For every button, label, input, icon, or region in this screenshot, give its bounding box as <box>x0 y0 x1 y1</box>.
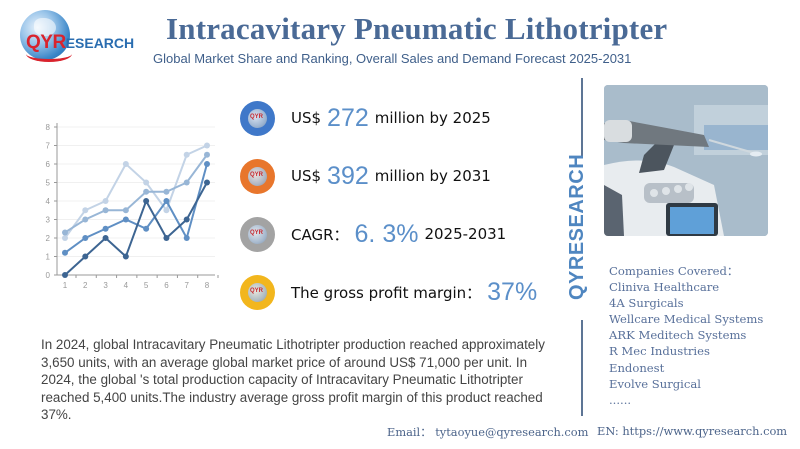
series-2-point <box>122 207 129 214</box>
series-1-point <box>122 161 129 167</box>
metric-market-size-2031: US$ 392 million by 2031 <box>240 158 491 194</box>
metric-value: 392 <box>327 161 369 190</box>
x-tick-label: 5 <box>144 281 149 290</box>
y-tick-label: 1 <box>46 253 51 262</box>
series-3-point <box>102 225 109 232</box>
y-tick-label: 6 <box>46 160 51 169</box>
x-tick-label: 7 <box>184 281 189 290</box>
company-item: R Mec Industries <box>609 344 710 359</box>
series-1-point <box>82 207 89 214</box>
series-line-3 <box>64 163 208 254</box>
metric-market-size-2025: US$ 272 million by 2025 <box>240 100 491 136</box>
series-3-point <box>82 235 89 241</box>
series-3-point <box>62 249 68 256</box>
y-tick-label: 0 <box>46 271 51 280</box>
metric-prefix: CAGR： <box>291 225 349 244</box>
metric-value: 272 <box>327 103 369 132</box>
metric-prefix: US$ <box>291 109 322 127</box>
vertical-brand-text: QYRESEARCH <box>566 153 588 300</box>
divider-line-top <box>581 78 583 158</box>
y-tick-label: 7 <box>46 142 51 151</box>
series-2-point <box>204 151 210 158</box>
globe-badge-icon <box>240 274 275 310</box>
series-4-point <box>204 179 210 186</box>
series-2-point <box>62 229 68 236</box>
x-tick-label: 4 <box>124 281 129 290</box>
series-4-point <box>102 235 109 241</box>
globe-badge-icon <box>240 216 275 252</box>
series-2-point <box>163 188 170 195</box>
metric-value: 6. 3% <box>354 219 419 248</box>
series-line-2 <box>64 154 208 234</box>
series-4-point <box>82 253 89 260</box>
series-3-point <box>143 225 150 232</box>
series-4-point <box>163 235 170 241</box>
qyresearch-logo: QYRESEARCH <box>16 8 146 68</box>
series-4-point <box>143 198 150 204</box>
logo-qyr: QYR <box>26 32 66 53</box>
y-tick-label: 4 <box>46 197 51 206</box>
metric-prefix: US$ <box>291 167 322 185</box>
company-item: Wellcare Medical Systems <box>609 312 764 327</box>
y-tick-label: 2 <box>46 234 51 243</box>
globe-badge-icon <box>240 158 275 194</box>
series-3-point <box>163 198 170 204</box>
lithotripter-device-illustration <box>604 85 768 236</box>
company-item: Cliniva Healthcare <box>609 280 720 295</box>
contact-email: Email： tytaoyue@qyresearch.com <box>387 425 589 439</box>
x-tick-label: 1 <box>63 281 68 290</box>
page-subtitle: Global Market Share and Ranking, Overall… <box>153 51 632 66</box>
metric-suffix: million by 2025 <box>374 109 491 127</box>
company-item: 4A Surgicals <box>609 296 684 311</box>
logo-research: ESEARCH <box>65 35 135 51</box>
series-4-point <box>183 216 190 223</box>
series-line-1 <box>64 144 208 239</box>
divider-line-bottom <box>581 320 583 416</box>
x-tick-label: 6 <box>164 281 169 290</box>
companies-heading: Companies Covered： <box>609 264 739 278</box>
series-2-point <box>82 216 89 223</box>
company-item-more: ...... <box>609 392 632 407</box>
series-4-point <box>122 253 129 260</box>
decorative-line-chart: 0 1 2 3 4 5 6 7 8 1 2 3 4 5 6 7 8 <box>25 115 225 295</box>
series-line-4 <box>64 182 208 276</box>
market-description: In 2024, global Intracavitary Pneumatic … <box>41 337 545 422</box>
metric-gross-margin: The gross profit margin： 37% <box>240 274 543 310</box>
company-item: Evolve Surgical <box>609 376 701 391</box>
logo-text: QYRESEARCH <box>26 32 134 54</box>
companies-list: Companies Covered： Cliniva Healthcare 4A… <box>609 263 763 408</box>
series-1-point <box>143 179 150 186</box>
series-3-point <box>204 161 210 167</box>
logo-swoosh <box>26 46 72 62</box>
metric-value: 37% <box>487 277 538 306</box>
series-2-point <box>102 207 109 214</box>
y-tick-label: 8 <box>46 123 51 132</box>
series-1-point <box>183 151 190 158</box>
contact-website: EN: https://www.qyresearch.com <box>597 424 788 438</box>
series-2-point <box>183 179 190 186</box>
metric-prefix: The gross profit margin： <box>291 283 482 302</box>
series-1-point <box>204 142 210 149</box>
series-4-point <box>62 272 68 278</box>
y-tick-label: 5 <box>46 179 51 188</box>
globe-badge-icon <box>240 100 275 136</box>
metric-suffix: million by 2031 <box>374 167 491 185</box>
series-1-point <box>163 207 170 214</box>
series-3-point <box>122 216 129 223</box>
metric-cagr: CAGR： 6. 3% 2025-2031 <box>240 216 506 252</box>
line-chart-svg: 0 1 2 3 4 5 6 7 8 1 2 3 4 5 6 7 8 <box>46 123 219 290</box>
y-tick-label: 3 <box>46 216 51 225</box>
page-title: Intracavitary Pneumatic Lithotripter <box>166 11 668 46</box>
product-image <box>604 85 768 236</box>
x-tick-label: 8 <box>205 281 210 290</box>
x-tick-label: 3 <box>103 281 108 290</box>
x-tick-label: 2 <box>83 281 88 290</box>
metric-suffix: 2025-2031 <box>424 225 507 243</box>
series-3-point <box>183 235 190 241</box>
company-item: ARK Meditech Systems <box>609 328 747 343</box>
series-1-point <box>102 198 109 204</box>
company-item: Endonest <box>609 360 665 375</box>
series-2-point <box>143 188 150 195</box>
series-1-point <box>62 235 68 241</box>
